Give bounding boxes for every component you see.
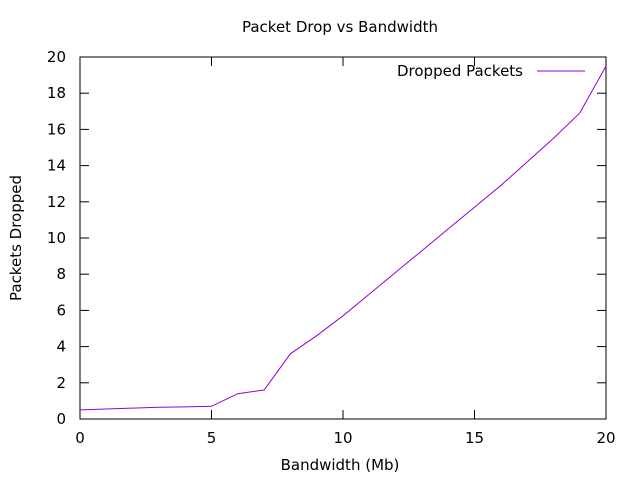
axis-ticks: 0 5 10 15 20 0 2 4 6 8 10 12 14 16 18 20 (47, 48, 616, 447)
y-tick-label: 16 (47, 120, 66, 138)
legend-label: Dropped Packets (397, 62, 523, 80)
y-tick-label: 2 (56, 374, 66, 392)
y-axis-label: Packets Dropped (7, 175, 25, 301)
series-layer (79, 65, 607, 411)
x-tick-label: 20 (596, 429, 615, 447)
y-tick-label: 6 (56, 301, 66, 319)
series-line-dropped-packets (79, 65, 607, 411)
legend: Dropped Packets (397, 62, 585, 80)
y-tick-label: 0 (56, 410, 66, 428)
x-tick-label: 5 (207, 429, 217, 447)
x-tick-label: 0 (75, 429, 85, 447)
y-tick-label: 10 (47, 229, 66, 247)
y-tick-label: 12 (47, 193, 66, 211)
chart-title: Packet Drop vs Bandwidth (242, 18, 438, 36)
y-tick-label: 14 (47, 157, 66, 175)
y-tick-label: 20 (47, 48, 66, 66)
y-tick-label: 18 (47, 84, 66, 102)
x-tick-label: 15 (465, 429, 484, 447)
x-axis-label: Bandwidth (Mb) (281, 456, 400, 474)
x-tick-label: 10 (333, 429, 352, 447)
y-tick-label: 8 (56, 265, 66, 283)
plot-frame (79, 56, 607, 420)
y-tick-label: 4 (56, 338, 66, 356)
